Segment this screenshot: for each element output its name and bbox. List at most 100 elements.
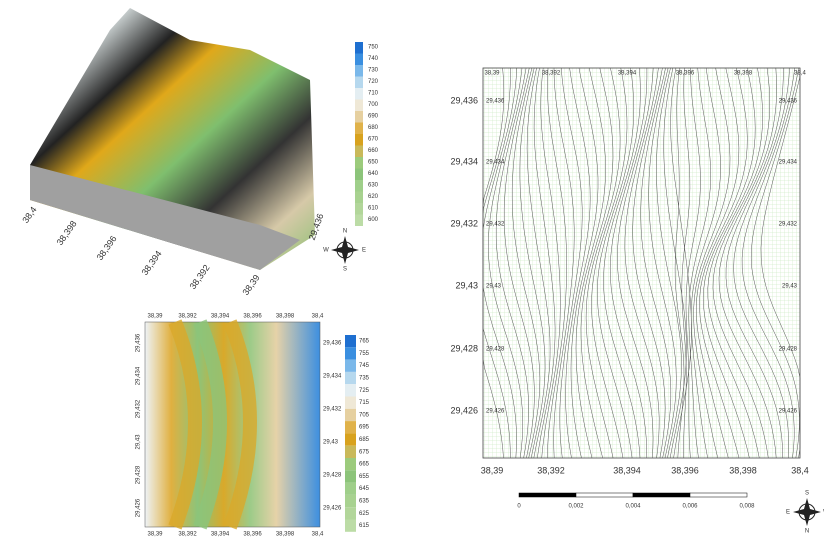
contour-line — [640, 67, 672, 459]
terrain-side — [30, 165, 300, 270]
compass-s: S — [805, 491, 809, 497]
colorbar-swatch — [345, 347, 356, 360]
contour-line — [624, 67, 660, 459]
colorbar-swatch — [345, 433, 356, 446]
colorbar-swatch — [345, 359, 356, 372]
contour-line — [488, 67, 523, 459]
x-label: 38,39 — [481, 465, 504, 475]
contour-line — [526, 67, 551, 459]
x-label: 38,392 — [178, 532, 197, 538]
y-label: 29,426 — [450, 405, 478, 415]
colorbar-label: 600 — [368, 217, 379, 223]
contour-line — [648, 67, 677, 459]
colorbar-label: 635 — [359, 498, 370, 504]
axis-label: 38,396 — [95, 234, 119, 262]
y-label: 29,434 — [450, 156, 478, 166]
x-label-inner: 38,396 — [676, 71, 695, 77]
x-label: 38,392 — [537, 465, 565, 475]
y-label-inner: 29,426 — [486, 409, 505, 415]
y-label: 29,43 — [136, 434, 142, 450]
colorbar-swatch — [345, 470, 356, 483]
x-label-inner: 38,4 — [794, 71, 806, 77]
x-label: 38,39 — [147, 314, 163, 320]
colorbar-label: 745 — [359, 363, 370, 369]
color-map — [144, 319, 321, 530]
contour-line — [674, 67, 685, 459]
colorbar-swatch — [355, 65, 363, 77]
y-label: 29,428 — [323, 473, 342, 479]
y-label-inner: 29,426 — [779, 409, 798, 415]
y-label-inner: 29,43 — [782, 284, 798, 290]
x-label-inner: 38,39 — [484, 71, 500, 77]
x-label: 38,396 — [243, 532, 262, 538]
y-label-inner: 29,43 — [486, 284, 502, 290]
contour-line — [585, 67, 621, 459]
colorbar-label: 680 — [368, 125, 379, 131]
colorbar-swatch — [355, 122, 363, 134]
contour-line — [690, 67, 721, 459]
x-label: 38,398 — [276, 314, 295, 320]
compass-ring — [798, 503, 816, 521]
colorbar-label: 615 — [359, 523, 370, 529]
scale-label: 0,008 — [739, 504, 755, 510]
y-label: 29,432 — [136, 399, 142, 418]
y-label: 29,436 — [450, 95, 478, 105]
contour-line — [617, 67, 654, 459]
scale-label: 0 — [517, 504, 521, 510]
contour-line — [559, 67, 583, 459]
contour-line — [712, 67, 770, 459]
colorbar-label: 640 — [368, 171, 379, 177]
colorbar-label: 650 — [368, 160, 379, 166]
color-band — [168, 319, 202, 530]
y-label-inner: 29,434 — [779, 160, 798, 166]
contour-line — [609, 68, 648, 459]
colorbar-swatch — [355, 88, 363, 100]
colorbar-swatch — [355, 157, 363, 169]
scale-label: 0,002 — [568, 504, 584, 510]
colorbar-label: 645 — [359, 486, 370, 492]
contour-line — [632, 67, 666, 459]
colorbar-label: 660 — [368, 148, 379, 154]
y-label-inner: 29,428 — [779, 347, 798, 353]
colorbar-label: 610 — [368, 206, 379, 212]
contour-line — [519, 67, 546, 459]
y-label-inner: 29,432 — [486, 222, 505, 228]
colorbar-label: 750 — [368, 45, 379, 51]
colorbar-swatch — [355, 180, 363, 192]
colorbar-swatch — [345, 396, 356, 409]
colorbar-swatch — [355, 191, 363, 203]
colorbar-label: 695 — [359, 425, 370, 431]
y-label: 29,434 — [323, 374, 342, 380]
y-label-inner: 29,436 — [779, 99, 798, 105]
colorbar-label: 740 — [368, 56, 379, 62]
colorbar-swatch — [345, 421, 356, 434]
colorbar-swatch — [355, 76, 363, 88]
color-band — [193, 319, 227, 530]
x-label: 38,39 — [147, 532, 163, 538]
colorbar-swatch — [355, 145, 363, 157]
x-label: 38,396 — [243, 314, 262, 320]
contour-line — [580, 67, 614, 459]
x-label: 38,398 — [729, 465, 757, 475]
x-label: 38,394 — [613, 465, 641, 475]
y-label: 29,432 — [450, 218, 478, 228]
colorbar-label: 700 — [368, 102, 379, 108]
colorbar-label: 670 — [368, 137, 379, 143]
y-label: 29,432 — [323, 407, 342, 413]
colorbar-label: 665 — [359, 462, 370, 468]
contour-line — [702, 67, 756, 459]
contour-line — [511, 67, 541, 459]
colorbar-label: 655 — [359, 474, 370, 480]
contour-line — [718, 67, 777, 459]
colorbar-label: 620 — [368, 194, 379, 200]
colorbar-label: 715 — [359, 400, 370, 406]
y-label: 29,434 — [136, 366, 142, 385]
y-label: 29,436 — [136, 333, 142, 352]
axis-label: 38,394 — [140, 249, 164, 277]
compass-n: N — [343, 229, 347, 235]
y-label-inner: 29,436 — [486, 99, 505, 105]
contour-line — [670, 67, 692, 459]
colorbar-swatch — [355, 214, 363, 226]
contour-line — [741, 67, 795, 459]
